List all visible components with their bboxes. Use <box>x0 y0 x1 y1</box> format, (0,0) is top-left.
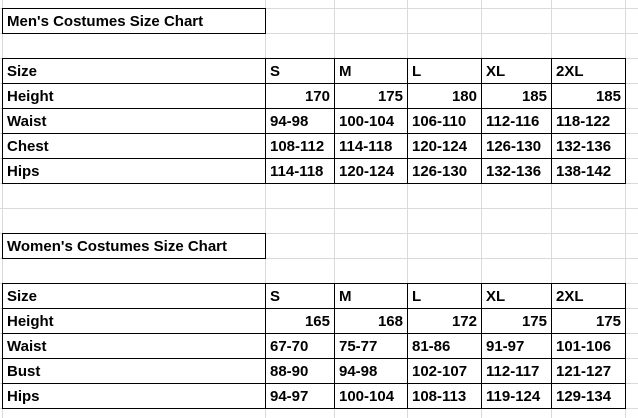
row-label-bust[interactable]: Bust <box>2 358 266 384</box>
header-size-m[interactable]: M <box>334 58 408 84</box>
table-cell[interactable]: 165 <box>265 308 335 334</box>
row-label-height[interactable]: Height <box>2 83 266 109</box>
table-cell[interactable]: 67-70 <box>265 333 335 359</box>
row-label-waist[interactable]: Waist <box>2 108 266 134</box>
row-label-hips[interactable]: Hips <box>2 383 266 409</box>
gridline <box>625 0 626 418</box>
gridline <box>407 0 408 418</box>
gridline <box>0 258 638 259</box>
header-size-2xl[interactable]: 2XL <box>551 283 626 309</box>
gridline <box>265 0 266 418</box>
table-cell[interactable]: 138-142 <box>551 158 626 184</box>
table-cell[interactable]: 108-112 <box>265 133 335 159</box>
table-cell[interactable]: 120-124 <box>334 158 408 184</box>
table-cell[interactable]: 172 <box>407 308 482 334</box>
header-size-s[interactable]: S <box>265 58 335 84</box>
row-label-chest[interactable]: Chest <box>2 133 266 159</box>
table-cell[interactable]: 112-116 <box>481 108 552 134</box>
header-size-label[interactable]: Size <box>2 58 266 84</box>
women-chart-title[interactable]: Women's Costumes Size Chart <box>2 233 266 259</box>
table-cell[interactable]: 100-104 <box>334 383 408 409</box>
table-cell[interactable]: 94-98 <box>265 108 335 134</box>
table-cell[interactable]: 126-130 <box>407 158 482 184</box>
gridline <box>0 208 638 209</box>
header-size-2xl[interactable]: 2XL <box>551 58 626 84</box>
row-label-waist[interactable]: Waist <box>2 333 266 359</box>
table-cell[interactable]: 132-136 <box>481 158 552 184</box>
table-cell[interactable]: 175 <box>334 83 408 109</box>
table-cell[interactable]: 118-122 <box>551 108 626 134</box>
header-size-label[interactable]: Size <box>2 283 266 309</box>
table-cell[interactable]: 101-106 <box>551 333 626 359</box>
table-cell[interactable]: 88-90 <box>265 358 335 384</box>
table-cell[interactable]: 114-118 <box>334 133 408 159</box>
table-cell[interactable]: 129-134 <box>551 383 626 409</box>
row-label-hips[interactable]: Hips <box>2 158 266 184</box>
header-size-xl[interactable]: XL <box>481 283 552 309</box>
table-cell[interactable]: 102-107 <box>407 358 482 384</box>
table-cell[interactable]: 175 <box>481 308 552 334</box>
header-size-m[interactable]: M <box>334 283 408 309</box>
table-cell[interactable]: 100-104 <box>334 108 408 134</box>
table-cell[interactable]: 112-117 <box>481 358 552 384</box>
table-cell[interactable]: 94-98 <box>334 358 408 384</box>
table-cell[interactable]: 119-124 <box>481 383 552 409</box>
men-chart-title[interactable]: Men's Costumes Size Chart <box>2 8 266 34</box>
table-cell[interactable]: 75-77 <box>334 333 408 359</box>
table-cell[interactable]: 120-124 <box>407 133 482 159</box>
gridline <box>481 0 482 418</box>
header-size-xl[interactable]: XL <box>481 58 552 84</box>
table-cell[interactable]: 81-86 <box>407 333 482 359</box>
gridline <box>551 0 552 418</box>
table-cell[interactable]: 94-97 <box>265 383 335 409</box>
table-cell[interactable]: 170 <box>265 83 335 109</box>
header-size-l[interactable]: L <box>407 58 482 84</box>
gridline <box>0 33 638 34</box>
table-cell[interactable]: 121-127 <box>551 358 626 384</box>
gridline <box>0 8 638 9</box>
gridline <box>2 0 3 418</box>
header-size-l[interactable]: L <box>407 283 482 309</box>
table-cell[interactable]: 108-113 <box>407 383 482 409</box>
gridline <box>0 233 638 234</box>
row-label-height[interactable]: Height <box>2 308 266 334</box>
table-cell[interactable]: 175 <box>551 308 626 334</box>
table-cell[interactable]: 185 <box>551 83 626 109</box>
table-cell[interactable]: 180 <box>407 83 482 109</box>
table-cell[interactable]: 126-130 <box>481 133 552 159</box>
table-cell[interactable]: 106-110 <box>407 108 482 134</box>
header-size-s[interactable]: S <box>265 283 335 309</box>
table-cell[interactable]: 114-118 <box>265 158 335 184</box>
table-cell[interactable]: 168 <box>334 308 408 334</box>
table-cell[interactable]: 185 <box>481 83 552 109</box>
table-cell[interactable]: 132-136 <box>551 133 626 159</box>
table-cell[interactable]: 91-97 <box>481 333 552 359</box>
gridline <box>334 0 335 418</box>
